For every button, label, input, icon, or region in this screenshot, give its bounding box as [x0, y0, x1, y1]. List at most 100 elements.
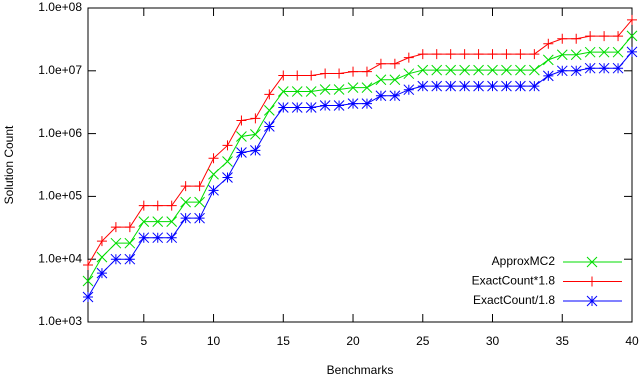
data-point: [305, 102, 317, 113]
data-point: [473, 64, 484, 76]
data-point: [542, 54, 554, 66]
data-point: [152, 200, 163, 211]
data-point: [445, 80, 457, 92]
data-point: [222, 156, 233, 167]
x-tick-label: 20: [346, 334, 360, 348]
data-point: [389, 58, 400, 69]
data-point: [403, 52, 414, 63]
data-point: [361, 82, 373, 93]
data-point: [431, 64, 443, 76]
x-axis-label: Benchmarks: [327, 363, 394, 377]
data-point: [375, 58, 386, 69]
data-point: [431, 49, 442, 60]
data-point: [556, 49, 568, 61]
data-point: [333, 100, 345, 111]
data-point: [487, 80, 498, 92]
data-point: [180, 212, 191, 224]
data-point: [82, 291, 94, 303]
data-point: [333, 84, 345, 95]
data-point: [599, 31, 610, 42]
data-point: [487, 64, 498, 76]
data-point: [389, 74, 401, 86]
data-point: [529, 64, 540, 76]
series-line: [87, 35, 633, 282]
y-tick-label: 1.0e+03: [38, 314, 82, 328]
y-tick-label: 1.0e+07: [38, 63, 82, 77]
data-point: [236, 115, 247, 126]
data-point: [612, 62, 624, 74]
data-point: [403, 68, 415, 80]
data-point: [557, 33, 568, 44]
legend-marker: [587, 276, 597, 287]
data-point: [194, 181, 205, 192]
data-point: [152, 232, 164, 244]
data-point: [277, 102, 289, 113]
data-point: [570, 65, 582, 77]
data-point: [83, 259, 93, 270]
legend-marker: [586, 295, 598, 307]
data-point: [487, 49, 498, 60]
data-point: [361, 66, 372, 77]
data-point: [291, 86, 303, 97]
data-point: [585, 31, 596, 42]
data-point: [543, 38, 554, 49]
data-point: [627, 14, 637, 25]
data-point: [571, 33, 582, 44]
data-point: [584, 46, 596, 58]
data-point: [515, 64, 526, 76]
data-point: [166, 216, 178, 228]
data-point: [110, 237, 122, 249]
legend-marker: [586, 256, 598, 268]
data-point: [542, 70, 554, 82]
data-point: [138, 232, 150, 244]
y-tick-label: 1.0e+05: [38, 189, 82, 203]
data-point: [375, 90, 387, 102]
data-point: [180, 181, 191, 192]
data-point: [292, 70, 303, 81]
data-point: [306, 70, 317, 81]
data-point: [417, 49, 428, 60]
data-point: [250, 145, 261, 156]
data-point: [82, 275, 94, 287]
data-point: [348, 66, 359, 77]
data-point: [319, 100, 331, 111]
data-point: [473, 49, 484, 60]
data-point: [124, 237, 136, 249]
y-tick-label: 1.0e+08: [38, 0, 82, 14]
data-point: [501, 80, 512, 92]
x-tick-label: 40: [625, 334, 639, 348]
data-point: [515, 80, 526, 92]
data-point: [319, 84, 331, 95]
legend-label: ExactCount*1.8: [472, 274, 556, 288]
data-point: [250, 113, 261, 124]
data-point: [208, 184, 219, 196]
data-point: [570, 49, 582, 61]
data-point: [278, 70, 289, 81]
data-point: [459, 64, 470, 76]
data-point: [347, 82, 359, 93]
data-point: [431, 80, 443, 92]
series-line: [87, 19, 633, 266]
data-point: [305, 86, 317, 97]
data-point: [222, 172, 233, 183]
data-point: [459, 80, 470, 92]
data-point: [222, 140, 233, 151]
data-point: [347, 98, 359, 109]
data-point: [598, 62, 610, 74]
data-point: [152, 216, 164, 228]
data-point: [334, 68, 345, 79]
data-point: [194, 196, 205, 208]
data-point: [166, 232, 178, 244]
data-point: [110, 253, 122, 265]
y-tick-label: 1.0e+04: [38, 251, 82, 265]
data-point: [389, 90, 401, 102]
data-point: [194, 212, 205, 224]
data-point: [291, 102, 303, 113]
data-point: [501, 49, 512, 60]
data-point: [180, 196, 191, 208]
x-tick-label: 30: [486, 334, 500, 348]
data-point: [473, 80, 484, 92]
data-point: [403, 84, 415, 96]
data-point: [445, 64, 457, 76]
data-point: [445, 49, 456, 60]
